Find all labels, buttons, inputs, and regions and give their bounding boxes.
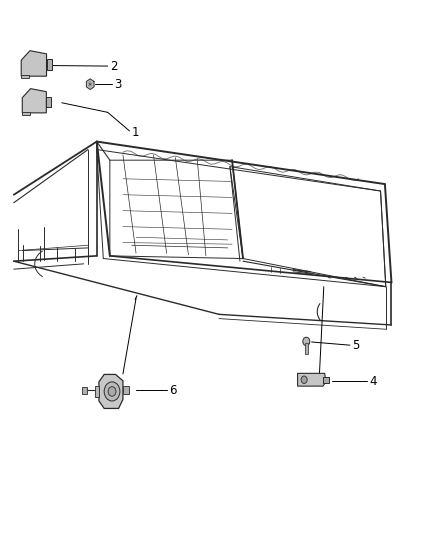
Text: 3: 3 [114,78,122,91]
Circle shape [301,376,307,383]
Circle shape [104,382,120,401]
Polygon shape [82,387,87,394]
Polygon shape [46,96,51,107]
Circle shape [303,337,310,346]
Polygon shape [22,112,30,115]
Circle shape [108,386,116,396]
Text: 2: 2 [110,60,117,72]
Text: 1: 1 [132,126,139,139]
Polygon shape [99,374,123,408]
Polygon shape [305,343,307,354]
Polygon shape [297,373,326,386]
Text: 6: 6 [169,384,176,397]
Polygon shape [22,88,46,113]
Text: 4: 4 [370,375,377,389]
Polygon shape [21,51,46,76]
Polygon shape [95,386,99,397]
Polygon shape [123,386,130,394]
Polygon shape [86,79,94,90]
Text: 5: 5 [352,339,360,352]
Polygon shape [323,376,329,383]
Polygon shape [21,75,29,78]
Polygon shape [46,59,52,70]
